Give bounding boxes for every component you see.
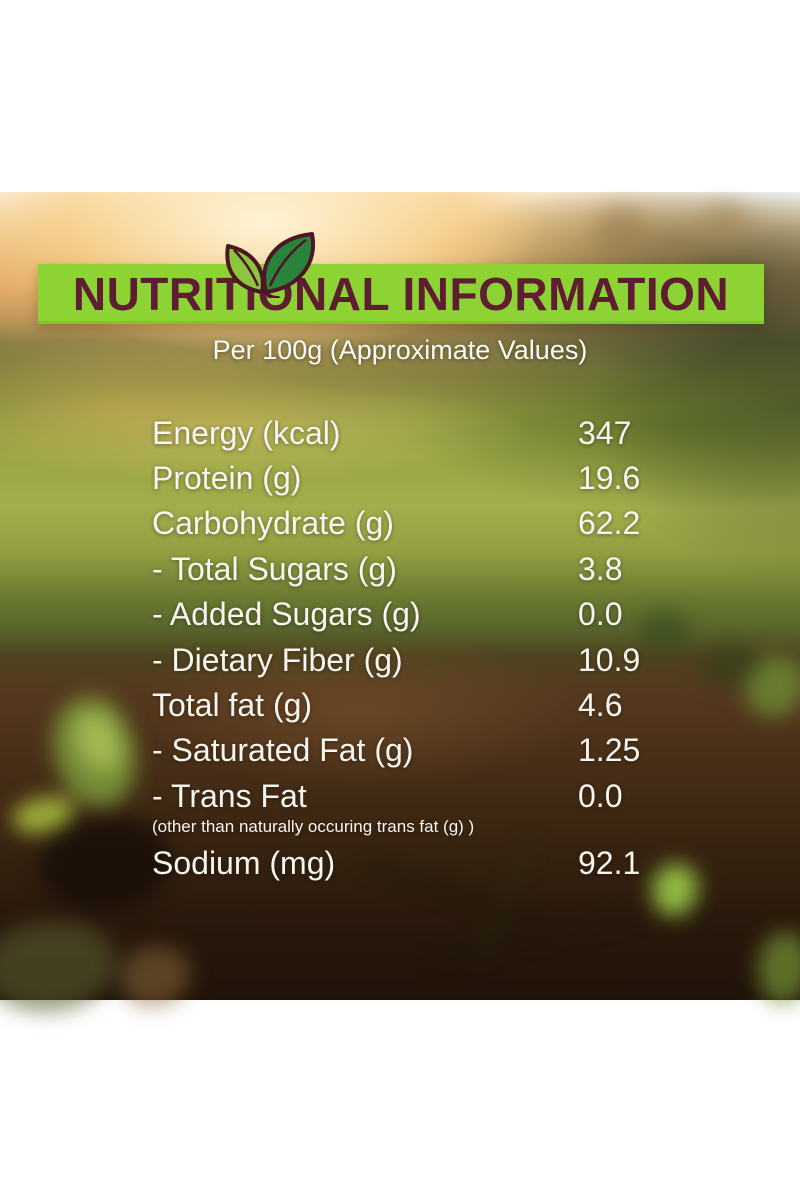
row-value: 19.6 [578,460,641,497]
soil-clump [40,817,170,912]
row-label: Protein (g) [152,460,302,497]
leaf-stem [264,290,280,300]
table-row: Total fat (g) 4.6 [152,682,692,727]
table-row: Energy (kcal) 347 [152,410,692,455]
row-label: - Added Sugars (g) [152,596,421,633]
seedling-right [652,864,698,916]
row-value: 347 [578,414,632,451]
field-bokeh [638,610,690,650]
row-value: 62.2 [578,505,641,542]
row-value: 3.8 [578,550,623,587]
table-row: - Saturated Fat (g) 1.25 [152,728,692,773]
leaf-small-vein [233,249,260,287]
tree-bokeh [702,202,748,244]
tree-bokeh [655,232,697,270]
table-row: - Added Sugars (g) 0.0 [152,592,692,637]
leaf-icon [220,228,330,300]
field-bokeh [700,644,760,689]
field-photo-background: NUTRITIONAL INFORMATION Per 100g (Approx… [0,192,800,1012]
row-value: 4.6 [578,687,623,724]
row-label: - Total Sugars (g) [152,550,397,587]
leaf-icon-svg [225,232,316,300]
leaf-bottom-right [758,932,800,1004]
row-value: 0.0 [578,596,623,633]
table-row: - Trans Fat 0.0 [152,773,692,818]
table-row: Sodium (mg) 92.1 [152,841,692,886]
row-label: Sodium (mg) [152,845,336,882]
title-banner: NUTRITIONAL INFORMATION [38,264,764,324]
row-label: - Trans Fat [152,777,307,814]
subtitle: Per 100g (Approximate Values) [212,334,588,365]
leaf-bottom-left-tan [120,947,190,1007]
leaves-bottom-left [0,922,115,1012]
row-value: 0.0 [578,777,623,814]
nutrition-table: Energy (kcal) 347 Protein (g) 19.6 Carbohydr… [152,410,692,886]
row-label: Total fat (g) [152,687,313,724]
tree-bokeh [595,207,647,253]
row-value: 1.25 [578,732,641,769]
table-row: Carbohydrate (g) 62.2 [152,501,692,546]
table-row: - Total Sugars (g) 3.8 [152,546,692,591]
leaf-large-vein [268,239,307,287]
leaf-small [225,244,265,294]
row-value: 92.1 [578,845,641,882]
page-title: NUTRITIONAL INFORMATION [72,268,730,320]
table-row: Protein (g) 19.6 [152,455,692,500]
row-label: Carbohydrate (g) [152,505,394,542]
photo-foreground-blur [0,192,800,1012]
table-row: - Dietary Fiber (g) 10.9 [152,637,692,682]
row-label: Energy (kcal) [152,414,341,451]
row-label: - Saturated Fat (g) [152,732,414,769]
row-note: (other than naturally occuring trans fat… [152,816,475,836]
row-label: - Dietary Fiber (g) [152,641,403,678]
row-value: 10.9 [578,641,641,678]
leaf-large [262,232,316,294]
